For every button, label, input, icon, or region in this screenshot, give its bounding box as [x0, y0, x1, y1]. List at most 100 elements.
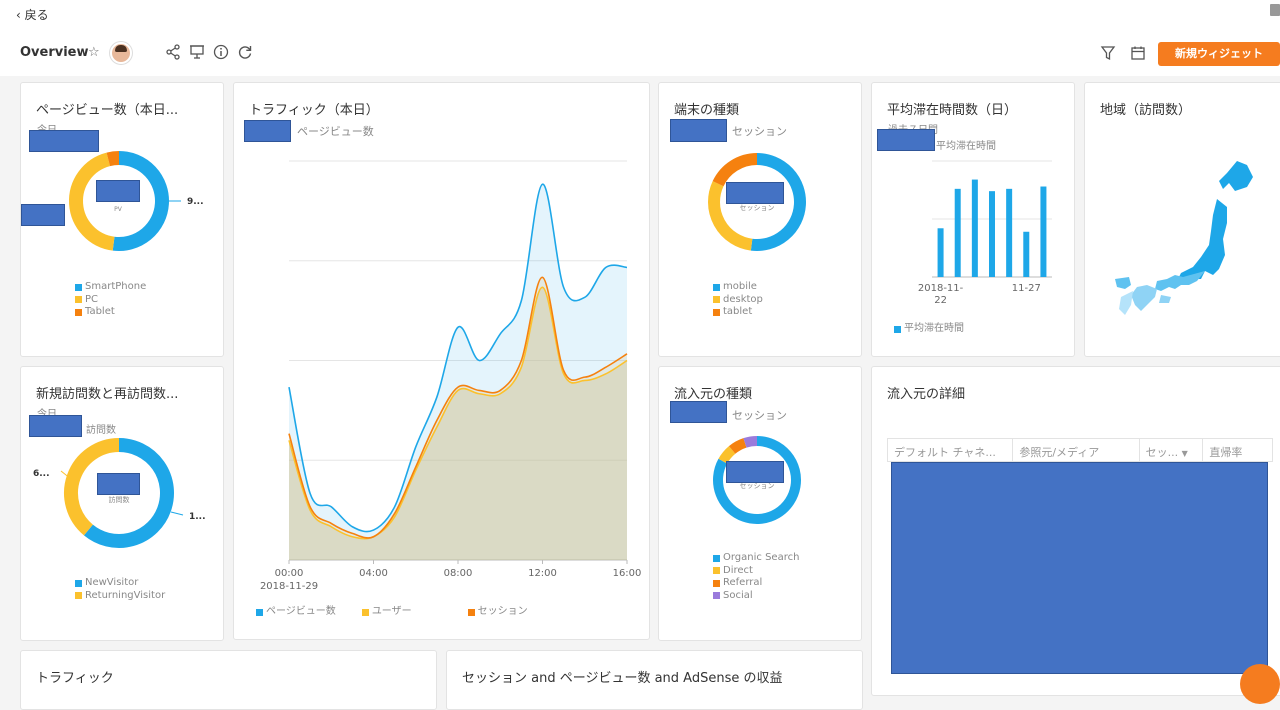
- share-icon[interactable]: [164, 44, 182, 62]
- x-tick-label: 22: [934, 295, 947, 306]
- avatar[interactable]: [110, 42, 132, 64]
- bar[interactable]: [971, 179, 978, 277]
- donut-slice-newvisitor[interactable]: [83, 438, 174, 548]
- donut-slice-social[interactable]: [743, 436, 758, 448]
- back-link[interactable]: ‹ 戻る: [16, 8, 49, 22]
- widget-device[interactable]: 端末の種類 セッション セッション mobile desktop tablet: [658, 82, 862, 357]
- series-area: [289, 277, 627, 560]
- calendar-icon[interactable]: [1130, 45, 1146, 65]
- legend-item: ReturningVisitor: [75, 590, 165, 603]
- help-button[interactable]: [1240, 664, 1280, 704]
- bar[interactable]: [1023, 231, 1030, 277]
- chart-legend: mobile desktop tablet: [713, 281, 763, 319]
- filter-icon[interactable]: [1100, 45, 1116, 65]
- redacted-block: [97, 473, 140, 495]
- legend-item: ユーザー: [361, 606, 412, 619]
- donut-slice-direct[interactable]: [718, 446, 736, 464]
- bar[interactable]: [1006, 188, 1013, 277]
- widget-avg-time[interactable]: 平均滞在時間数（日） 過去７日間 平均滞在時間 2018-11-2211-27 …: [871, 82, 1075, 357]
- series-line[interactable]: [288, 276, 628, 539]
- refresh-icon[interactable]: [236, 44, 254, 62]
- legend-item: 平均滞在時間: [894, 323, 964, 336]
- chart-legend: 平均滞在時間: [894, 323, 964, 336]
- donut-slice-smartphone[interactable]: [112, 151, 169, 251]
- donut-chart: セッション: [708, 153, 806, 251]
- chart-legend: Organic Search Direct Referral Social: [713, 552, 799, 602]
- donut-slice-tablet[interactable]: [712, 153, 758, 187]
- presentation-icon[interactable]: [188, 44, 206, 62]
- legend-item: desktop: [713, 294, 763, 307]
- widget-source-type[interactable]: 流入元の種類 セッション セッション Organic Search Direct…: [658, 366, 862, 641]
- legend-item: mobile: [713, 281, 763, 294]
- widget-new-return[interactable]: 新規訪問数と再訪問数... 今日 訪問数 6... 1... 訪問数 NewVi…: [20, 366, 224, 641]
- chevron-left-icon: ‹: [16, 8, 25, 22]
- redacted-block: [877, 129, 935, 151]
- table-header: デフォルト チャネ... 参照元/メディア セッ... ▼ 直帰率: [887, 438, 1273, 462]
- info-icon[interactable]: [212, 44, 230, 62]
- series-line[interactable]: [288, 183, 628, 533]
- legend-item: Referral: [713, 577, 799, 590]
- widget-subtitle: セッション: [732, 125, 787, 138]
- widget-subtitle: 訪問数: [86, 425, 116, 436]
- widget-pageviews[interactable]: ページビュー数（本日... 今日 9... PV SmartPhone PC T…: [20, 82, 224, 357]
- redacted-block: [21, 204, 65, 226]
- redacted-block: [96, 180, 140, 202]
- redacted-block: [244, 120, 291, 142]
- top-bar: ‹ 戻る Overview ☆ 新規ウィジェット: [0, 0, 1280, 76]
- donut-slice-tablet[interactable]: [106, 151, 120, 167]
- x-tick-label: 12:00: [528, 568, 557, 579]
- donut-slice-desktop[interactable]: [708, 181, 753, 251]
- donut-value-label: 6...: [33, 469, 50, 479]
- widget-subtitle: セッション: [732, 409, 787, 422]
- legend-item: Direct: [713, 565, 799, 578]
- x-tick-label: 2018-11-: [918, 283, 964, 294]
- widget-title: 平均滞在時間数（日）: [887, 103, 1018, 118]
- series-area: [289, 287, 627, 560]
- redacted-block: [726, 461, 784, 483]
- widget-traffic[interactable]: トラフィック: [20, 650, 437, 710]
- widget-region[interactable]: 地域（訪問数） ↺ ⟳ + −: [1084, 82, 1280, 357]
- donut-slice-organic-search[interactable]: [713, 436, 801, 524]
- column-header[interactable]: 直帰率: [1209, 446, 1243, 459]
- widget-title: 流入元の詳細: [887, 387, 966, 402]
- x-tick-label: 04:00: [359, 568, 388, 579]
- x-tick-label: 00:00: [275, 568, 304, 579]
- star-icon[interactable]: ☆: [88, 45, 100, 60]
- redacted-block: [670, 119, 727, 142]
- donut-chart: 9... PV: [69, 151, 204, 251]
- legend-item: PC: [75, 294, 146, 307]
- new-widget-button[interactable]: 新規ウィジェット: [1158, 42, 1280, 66]
- widget-session-pv-adsense[interactable]: セッション and ページビュー数 and AdSense の収益: [446, 650, 863, 710]
- sort-down-icon[interactable]: ▼: [1181, 449, 1188, 458]
- chart-legend: SmartPhone PC Tablet: [75, 281, 146, 319]
- bar[interactable]: [989, 191, 995, 277]
- chart-legend: ページビュー数 ユーザー セッション: [256, 606, 528, 619]
- bar[interactable]: [937, 228, 944, 277]
- donut-value-label: 9...: [187, 197, 204, 207]
- column-header[interactable]: 参照元/メディア: [1013, 439, 1140, 461]
- legend-item: セッション: [467, 606, 528, 619]
- chart-legend: NewVisitor ReturningVisitor: [75, 577, 165, 602]
- document-icon[interactable]: [1270, 4, 1280, 16]
- column-header[interactable]: セッ... ▼: [1140, 439, 1204, 461]
- legend-item: NewVisitor: [75, 577, 165, 590]
- redacted-block: [670, 401, 727, 423]
- bar[interactable]: [954, 188, 961, 277]
- widget-title: 端末の種類: [674, 103, 740, 118]
- legend-item: tablet: [713, 306, 763, 319]
- column-header[interactable]: デフォルト チャネ...: [888, 439, 1014, 461]
- legend-item: Tablet: [75, 306, 146, 319]
- legend-item: Social: [713, 590, 799, 603]
- donut-slice-referral[interactable]: [728, 438, 747, 454]
- widget-title: ページビュー数（本日...: [36, 103, 179, 118]
- donut-slice-returningvisitor[interactable]: [64, 438, 120, 536]
- redacted-block: [29, 415, 82, 437]
- widget-subtitle: ページビュー数: [297, 125, 374, 138]
- donut-slice-pc[interactable]: [69, 152, 115, 251]
- bar[interactable]: [1040, 186, 1047, 277]
- donut-slice-mobile[interactable]: [750, 153, 806, 251]
- series-line[interactable]: [288, 286, 628, 540]
- widget-traffic-today[interactable]: トラフィック（本日） ページビュー数 00:00 04:00 08:00 12:00 1…: [233, 82, 650, 640]
- x-tick-label: 08:00: [444, 568, 473, 579]
- page-title: Overview: [20, 45, 89, 60]
